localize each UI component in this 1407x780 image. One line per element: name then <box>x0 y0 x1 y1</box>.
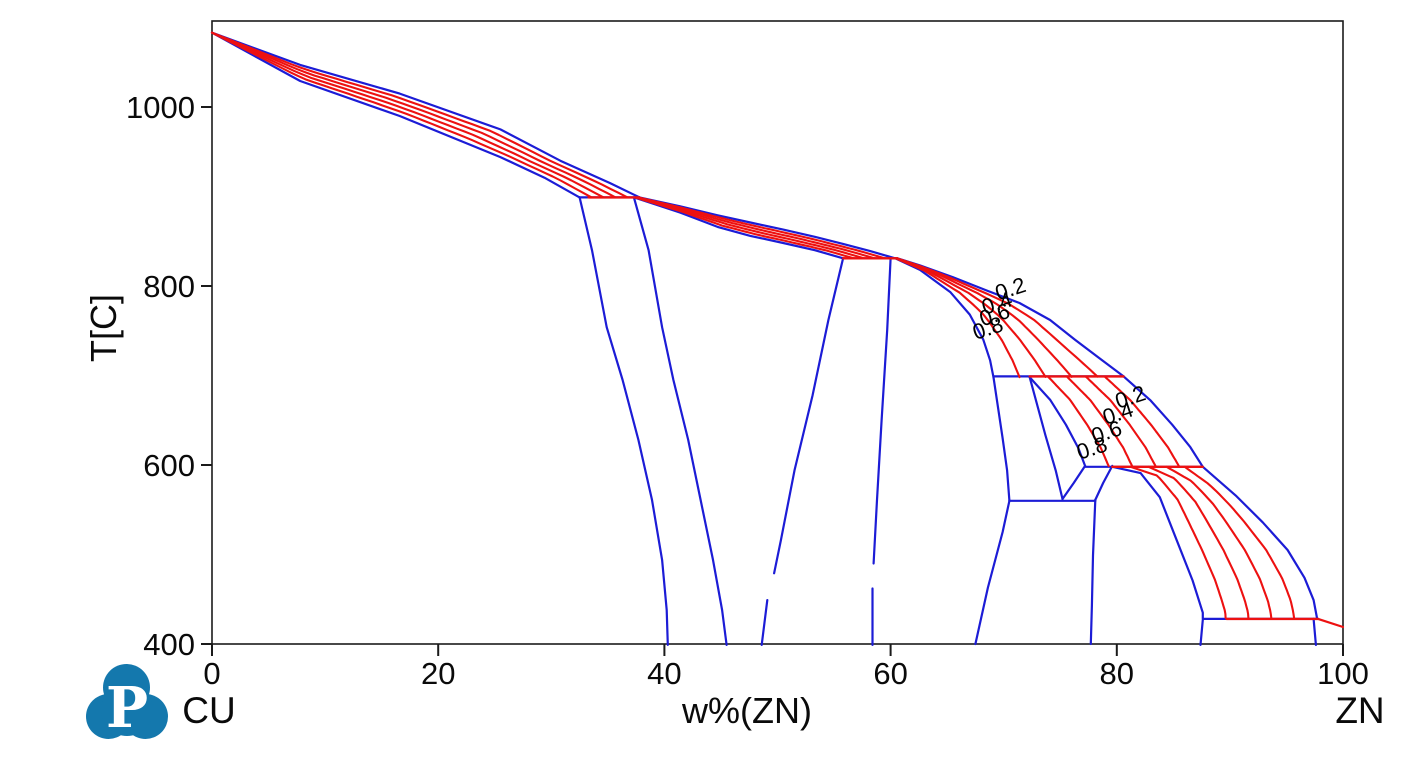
y-tick-label: 1000 <box>126 90 195 125</box>
fraction-line-L+beta-0.4 <box>636 196 876 260</box>
boundary-fcc-solvus <box>578 196 669 647</box>
boundary-beta-left-solvus <box>632 196 728 647</box>
fraction-line-L+delta-0.2 <box>1103 375 1181 468</box>
x-tick-label: 100 <box>1317 656 1369 691</box>
x-tick-label: 20 <box>421 656 455 691</box>
boundary-epsilon-left-lower <box>1089 498 1097 646</box>
plot-frame <box>211 20 1344 645</box>
fraction-line-L+gamma-0.4 <box>895 257 1073 378</box>
boundary-delta-liquidus <box>1122 375 1204 468</box>
boundary-fcc-solidus <box>210 31 581 199</box>
fraction-line-L+beta-0.6 <box>635 196 865 260</box>
x-tick-label: 0 <box>203 656 220 691</box>
y-axis-title: T[C] <box>83 294 124 362</box>
x-axis-title: w%(ZN) <box>682 690 812 731</box>
boundary-beta-right-solvus-upper <box>772 257 845 575</box>
logo-blob-icon <box>101 684 153 736</box>
y-tick-label: 600 <box>143 448 195 483</box>
right-component-label: ZN <box>1335 690 1385 731</box>
y-tick-label: 400 <box>143 627 195 662</box>
fraction-line-L+fcc-0.8 <box>210 31 593 199</box>
fraction-line-L+epsilon-0.6 <box>1147 465 1250 620</box>
fraction-line-L+fcc-0.4 <box>210 31 617 199</box>
left-component-label: CU <box>182 690 236 731</box>
boundary-gamma-solvus-mid <box>992 376 1011 502</box>
x-tick-label: 40 <box>647 656 681 691</box>
boundary-gamma-solvus-low <box>974 499 1011 646</box>
boundary-eta-left <box>1199 618 1204 647</box>
fraction-line-L+epsilon-0.2 <box>1183 465 1296 620</box>
fraction-line-L+fcc-0.6 <box>210 31 605 199</box>
boundary-eta-right <box>1312 617 1318 647</box>
fraction-line-L+fcc-0.2 <box>210 31 629 199</box>
y-tick-label: 800 <box>143 269 195 304</box>
x-tick-label: 60 <box>873 656 907 691</box>
boundary-beta-liquidus <box>638 196 897 260</box>
boundary-epsilon-liquidus <box>1201 465 1319 620</box>
boundary-epsilon-left-upper <box>1094 464 1114 501</box>
fraction-line-L+beta-0.8 <box>633 196 855 260</box>
boundary-delta-left <box>1028 376 1064 501</box>
fraction-line-L+gamma-0.2 <box>895 257 1099 378</box>
boundary-delta-solidus <box>1028 376 1087 467</box>
fraction-line-L+delta-0.4 <box>1084 375 1157 468</box>
fraction-line-L+delta-0.8 <box>1047 376 1110 468</box>
fraction-line-L+gamma-0.6 <box>894 257 1047 378</box>
fraction-line-L+gamma-0.8 <box>894 257 1021 379</box>
pandat-logo: P <box>86 664 168 746</box>
fraction-line-L+epsilon-0.4 <box>1165 465 1273 620</box>
fraction-line-L+epsilon-0.8 <box>1129 465 1227 620</box>
x-tick-label: 80 <box>1100 656 1134 691</box>
boundary-fcc-liquidus <box>210 31 641 199</box>
fraction-line-L+delta-0.6 <box>1066 375 1134 468</box>
boundary-gamma-left-upper <box>872 257 892 565</box>
logo-letter: P <box>105 675 149 741</box>
boundary-liquidus-zn-tail <box>1316 617 1345 629</box>
boundary-gamma-right-upper <box>893 257 995 379</box>
boundary-epsilon-solidus <box>1111 465 1204 620</box>
boundary-beta-right-solvus-lower <box>760 598 769 647</box>
fraction-line-L+beta-0.2 <box>637 196 886 260</box>
boundary-delta-lower-right <box>1061 464 1087 501</box>
boundary-beta-solidus <box>632 196 845 260</box>
